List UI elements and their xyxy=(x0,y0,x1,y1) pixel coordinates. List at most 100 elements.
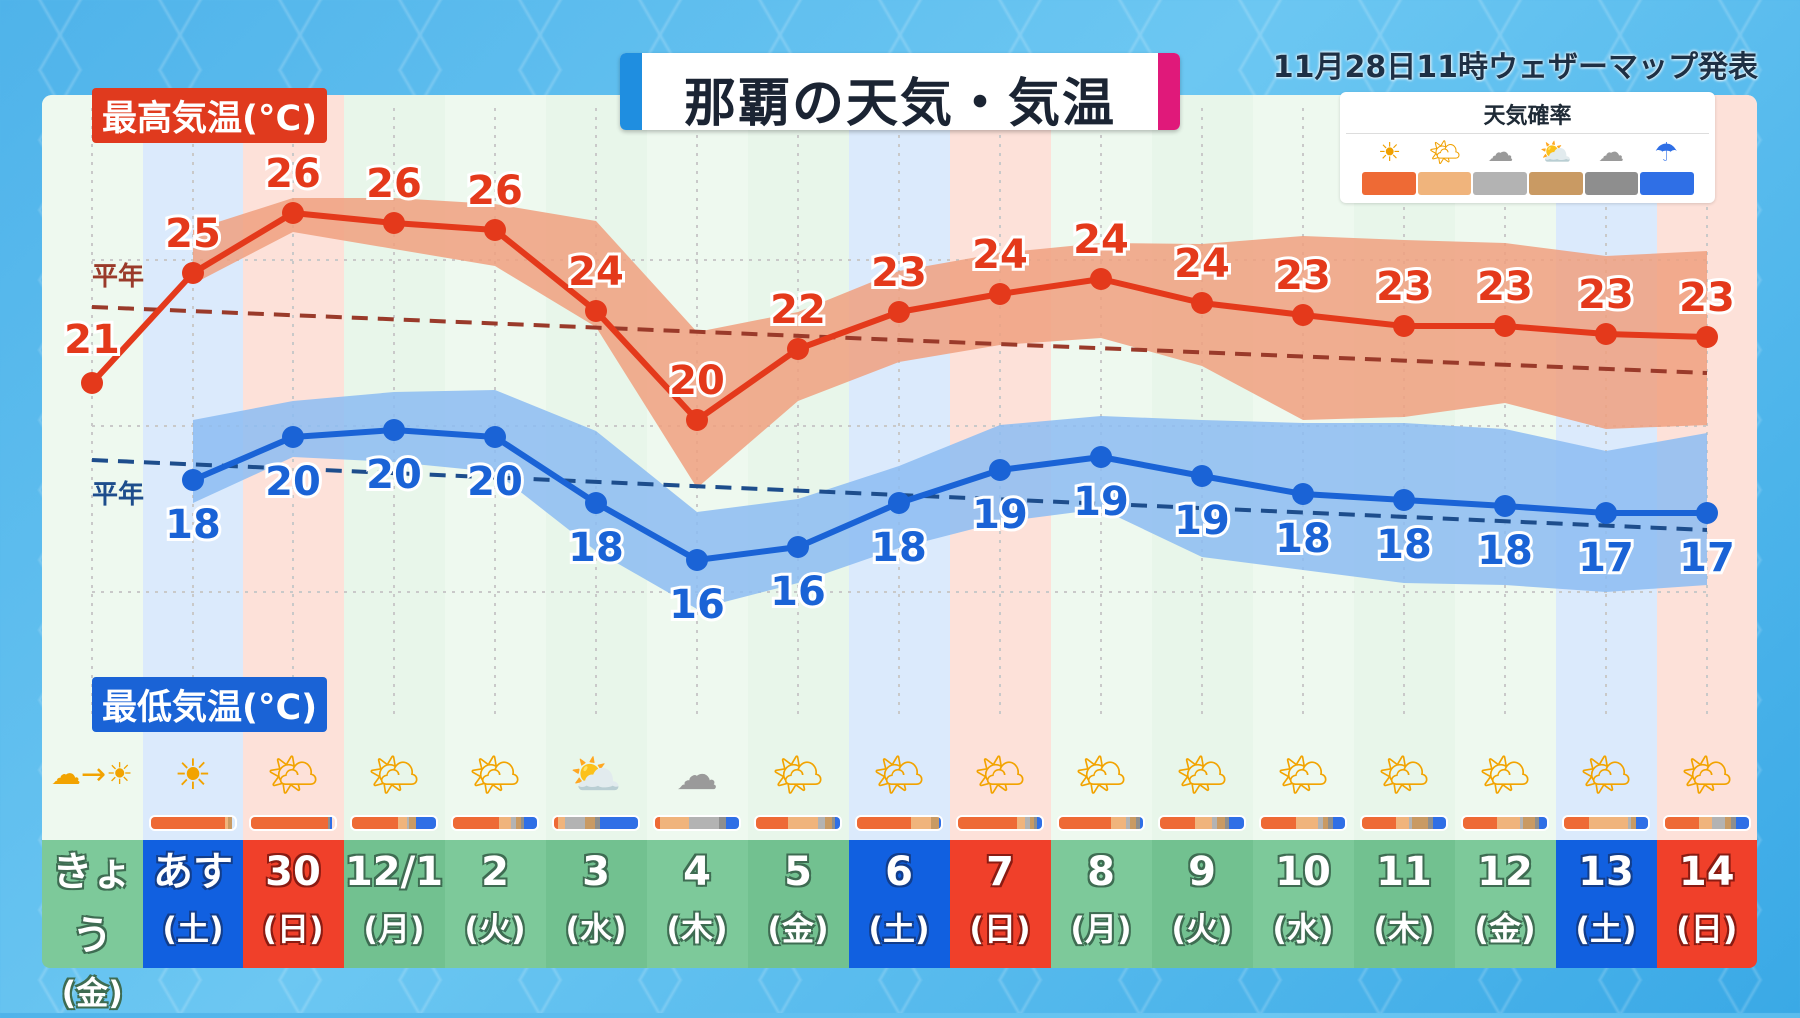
issued-timestamp: 11月28日11時ウェザーマップ発表 xyxy=(1272,50,1758,85)
date-label: 11 xyxy=(1376,849,1432,895)
weather-icon-sunny-sometimes-cloudy: 🌤 xyxy=(367,750,421,799)
probability-segment xyxy=(329,817,332,829)
date-cell-2: 30 (日) xyxy=(242,840,344,968)
low-temp-value: 19 xyxy=(1174,498,1230,544)
weather-icon-sunny: ☀ xyxy=(174,750,212,799)
weather-probability-bar xyxy=(855,815,943,831)
low-temp-value: 18 xyxy=(568,525,624,571)
weather-probability-bar xyxy=(1461,815,1549,831)
probability-segment xyxy=(1631,817,1637,829)
probability-segment xyxy=(499,817,511,829)
title-left-accent xyxy=(620,53,642,130)
weather-probability-bar xyxy=(249,815,337,831)
weekday-label: (木) xyxy=(666,910,728,948)
probability-segment xyxy=(718,817,726,829)
probability-segment xyxy=(328,817,330,829)
date-label: 14 xyxy=(1678,849,1735,895)
weather-icon-sunny-sometimes-cloudy: 🌤 xyxy=(1579,750,1633,799)
probability-segment xyxy=(1261,817,1297,829)
probability-segment xyxy=(1318,817,1324,829)
low-temp-value: 18 xyxy=(871,525,927,571)
high-temp-marker xyxy=(1090,268,1112,290)
weekday-label: (日) xyxy=(262,910,324,948)
weather-icon-sunny-sometimes-cloudy: 🌤 xyxy=(1276,750,1330,799)
probability-segment xyxy=(1228,817,1244,829)
legend-swatch-cloudy xyxy=(1473,172,1528,195)
weekday-label: (日) xyxy=(969,910,1031,948)
probability-segment xyxy=(1564,817,1590,829)
probability-segment xyxy=(1036,817,1042,829)
low-temp-value: 16 xyxy=(770,569,826,615)
legend-swatch-sunny xyxy=(1362,172,1416,195)
weekday-label: (金) xyxy=(61,974,123,1012)
title-banner: 那覇の天気・気温 xyxy=(620,53,1180,134)
weather-probability-bar xyxy=(956,815,1044,831)
probability-segment xyxy=(558,817,565,829)
high-temp-value: 25 xyxy=(165,211,221,257)
weather-icon-sunny-sometimes-cloudy: 🌤 xyxy=(1377,750,1431,799)
low-temp-value: 16 xyxy=(669,582,725,628)
high-temp-value: 24 xyxy=(1174,241,1230,287)
probability-segment xyxy=(585,817,596,829)
date-cell-14: 12 (金) xyxy=(1454,840,1556,968)
weekday-label: (金) xyxy=(767,910,829,948)
high-temp-marker xyxy=(1595,323,1617,345)
day-column-7 xyxy=(747,95,849,840)
low-temp-marker xyxy=(989,459,1011,481)
weather-probability-bar xyxy=(451,815,539,831)
high-temp-marker xyxy=(787,338,809,360)
high-temp-value: 26 xyxy=(265,151,321,197)
low-temp-value: 18 xyxy=(165,502,221,548)
low-temp-value: 20 xyxy=(467,459,523,505)
high-temp-value: 23 xyxy=(1275,253,1331,299)
legend-swatch-rain-umbrella xyxy=(1640,172,1695,195)
low-temp-marker xyxy=(1393,489,1415,511)
weekday-label: (土) xyxy=(1575,910,1637,948)
legend-title: 天気確率 xyxy=(1483,104,1572,129)
probability-segment xyxy=(1030,817,1034,829)
date-label: 2 xyxy=(481,849,509,895)
date-cell-15: 13 (土) xyxy=(1555,840,1657,968)
date-label: 10 xyxy=(1275,849,1331,895)
weekday-label: (月) xyxy=(363,910,425,948)
legend-swatch-sunny-then-cloudy xyxy=(1417,172,1472,195)
sunny-then-cloudy-icon: 🌤 xyxy=(1428,138,1462,168)
high-temp-marker xyxy=(585,300,607,322)
probability-segment xyxy=(1033,817,1037,829)
high-temp-value: 24 xyxy=(1073,217,1129,263)
date-cell-11: 9 (火) xyxy=(1151,840,1253,968)
low-temp-marker xyxy=(1595,502,1617,524)
probability-segment xyxy=(1520,817,1524,829)
cloudy-sometimes-sunny-icon: ⛅ xyxy=(1539,138,1572,168)
probability-segment xyxy=(1016,817,1026,829)
high-temp-marker xyxy=(81,372,103,394)
weekday-label: (水) xyxy=(565,910,627,948)
weather-icon-sunny-sometimes-cloudy: 🌤 xyxy=(1680,750,1734,799)
high-temp-value: 20 xyxy=(669,358,725,404)
weather-icon-sunny-sometimes-cloudy: 🌤 xyxy=(973,750,1027,799)
probability-segment xyxy=(1160,817,1196,829)
probability-segment xyxy=(725,817,739,829)
weather-probability-bar xyxy=(1562,815,1650,831)
high-temp-value: 22 xyxy=(770,287,826,333)
high-temp-marker xyxy=(1191,292,1213,314)
probability-segment xyxy=(910,817,931,829)
low-temp-value: 18 xyxy=(1376,522,1432,568)
probability-segment xyxy=(1735,817,1749,829)
low-temp-value: 20 xyxy=(265,459,321,505)
probability-segment xyxy=(415,817,436,829)
overcast-icon: ☁ xyxy=(1597,138,1624,168)
weather-icon-sunny-sometimes-cloudy: 🌤 xyxy=(266,750,320,799)
probability-segment xyxy=(554,817,559,829)
date-cell-3: 12/1 (月) xyxy=(343,840,445,968)
probability-segment xyxy=(1712,817,1726,829)
weather-icon-sunny-sometimes-cloudy: 🌤 xyxy=(1074,750,1128,799)
probability-segment xyxy=(1195,817,1213,829)
date-label: 3 xyxy=(582,849,610,895)
weekday-label: (水) xyxy=(1272,910,1334,948)
normal-high-line xyxy=(91,305,1708,375)
weekday-label: (日) xyxy=(1676,910,1738,948)
normal-low-label: 平年 xyxy=(92,479,144,510)
sunny-icon: ☀ xyxy=(1378,138,1402,168)
